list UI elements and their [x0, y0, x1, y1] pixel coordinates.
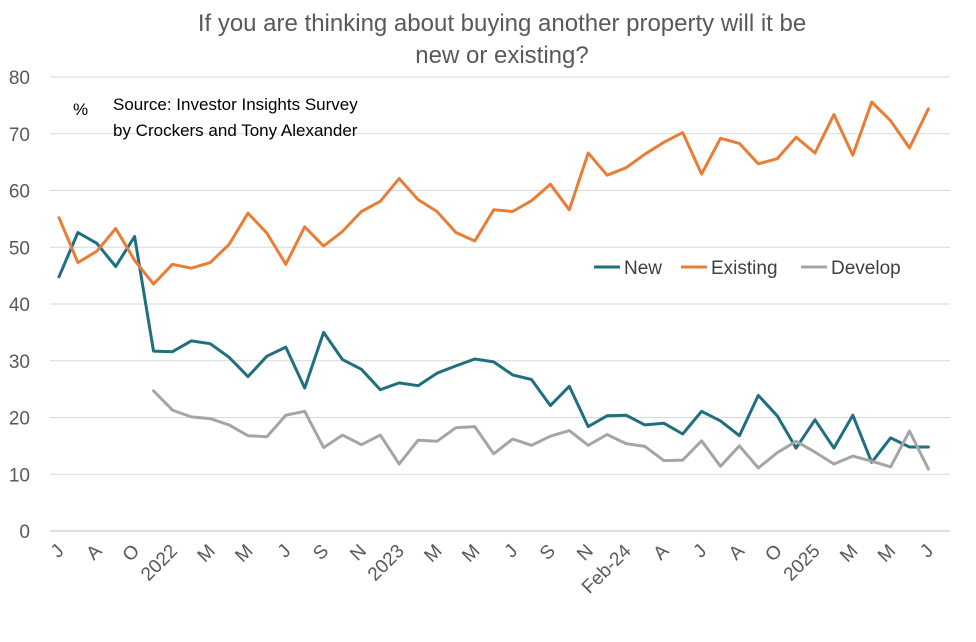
x-tick-label: S [309, 541, 333, 565]
x-tick-label: A [83, 540, 107, 564]
legend-label-existing: Existing [711, 258, 778, 279]
y-tick-label: 50 [9, 238, 30, 259]
x-tick-label: O [761, 541, 786, 566]
x-tick-label: J [501, 541, 523, 563]
y-tick-label: 70 [9, 125, 30, 146]
y-tick-label: 20 [9, 409, 30, 430]
source-annotation-line-1: Source: Investor Insights Survey [113, 95, 358, 114]
x-tick-label: J [47, 541, 69, 563]
x-tick-label: J [690, 541, 712, 563]
chart-title-line-1: If you are thinking about buying another… [198, 10, 806, 37]
y-tick-label: 10 [9, 465, 30, 486]
x-tick-label: M [458, 541, 484, 567]
chart-title-line-2: new or existing? [415, 42, 588, 69]
legend: New Existing Develop [594, 258, 901, 279]
x-tick-label: 2022 [137, 541, 182, 586]
x-tick-label: M [874, 541, 900, 567]
x-tick-label: S [536, 541, 560, 565]
x-tick-label: J [274, 541, 296, 563]
x-tick-label: O [119, 541, 144, 566]
legend-label-new: New [624, 258, 662, 279]
x-tick-label: M [836, 541, 862, 567]
x-tick-label: M [420, 541, 446, 567]
x-tick-label: N [346, 541, 371, 566]
x-tick-label: J [916, 541, 938, 563]
x-tick-label: M [194, 541, 220, 567]
unit-label: % [73, 100, 88, 119]
y-tick-label: 60 [9, 182, 30, 203]
x-tick-label: A [725, 540, 749, 564]
x-tick-label: 2023 [364, 541, 409, 586]
x-tick-label: M [231, 541, 257, 567]
x-tick-label: A [650, 540, 674, 564]
series-line-develop [152, 389, 930, 471]
y-axis-ticks: 0 10 20 30 40 50 60 70 80 [9, 68, 30, 543]
y-tick-label: 80 [9, 68, 30, 89]
legend-label-develop: Develop [831, 258, 901, 279]
x-tick-label: N [573, 541, 598, 566]
x-tick-label: 2025 [780, 541, 825, 586]
series-line-new [57, 231, 930, 464]
series-line-existing [57, 100, 930, 286]
source-annotation-line-2: by Crockers and Tony Alexander [113, 121, 358, 140]
y-tick-label: 40 [9, 295, 30, 316]
series-lines [57, 100, 930, 471]
y-tick-label: 30 [9, 352, 30, 373]
y-tick-label: 0 [19, 522, 30, 543]
